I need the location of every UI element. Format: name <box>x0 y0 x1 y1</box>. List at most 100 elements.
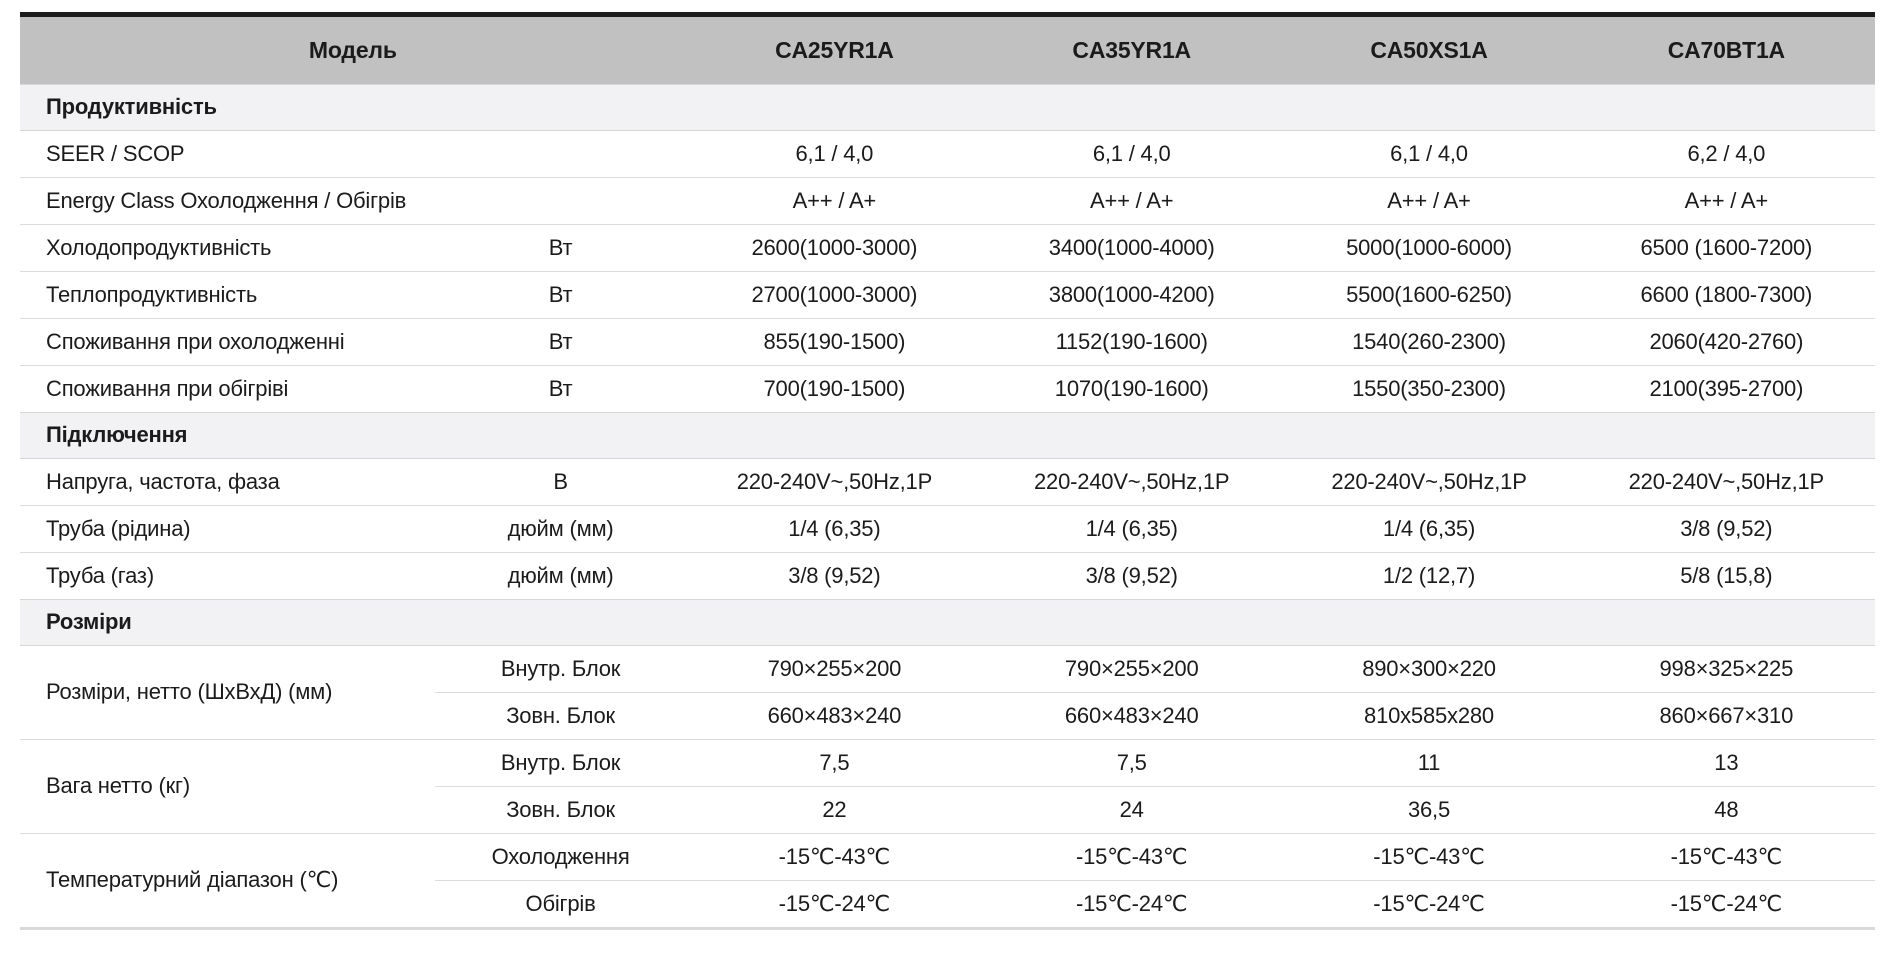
value-cell: -15℃-24℃ <box>685 879 984 927</box>
unit-cell: дюйм (мм) <box>435 551 686 599</box>
table-row: Вага нетто (кг) Внутр. Блок 7,5 7,5 11 1… <box>20 738 1875 833</box>
table-row: Розміри, нетто (ШхВхД) (мм) Внутр. Блок … <box>20 645 1875 705</box>
value-cell: 1/4 (6,35) <box>983 504 1281 552</box>
value-cell: 2700(1000-3000) <box>685 270 984 318</box>
subrow-label: Охолодження <box>435 832 686 880</box>
value-cell: 220-240V~,50Hz,1P <box>1034 468 1230 494</box>
value-cell: -15℃-43℃ <box>1280 832 1578 880</box>
table-row: Температурний діапазон (℃) Охолодження -… <box>20 832 1875 927</box>
value-cell: 1550(350-2300) <box>1280 364 1578 412</box>
value-cell: 1/2 (12,7) <box>1280 551 1578 599</box>
table-row: Напруга, частота, фаза В 220-240V~,50Hz,… <box>20 458 1875 505</box>
model-header: CA50XS1A <box>1280 17 1578 84</box>
model-header: CA70BT1A <box>1577 17 1875 84</box>
subrow-label: Зовн. Блок <box>435 785 686 833</box>
value-cell: 5500(1600-6250) <box>1280 270 1578 318</box>
value-cell: 790×255×200 <box>767 655 902 681</box>
value-cell: 5/8 (15,8) <box>1577 551 1875 599</box>
value-cell: A++ / A+ <box>1577 176 1875 224</box>
row-label: Розміри, нетто (ШхВхД) (мм) <box>46 679 333 704</box>
value-cell: 11 <box>1280 738 1578 786</box>
section-title: Продуктивність <box>20 83 1875 131</box>
value-cell: 6600 (1800-7300) <box>1577 270 1875 318</box>
value-cell: 3/8 (9,52) <box>1577 504 1875 552</box>
table-bottom-border <box>20 927 1875 930</box>
value-cell: A++ / A+ <box>685 176 984 224</box>
unit-cell: дюйм (мм) <box>435 504 686 552</box>
row-label: Вага нетто (кг) <box>20 738 436 833</box>
value-cell: A++ / A+ <box>1280 176 1578 224</box>
section-title: Підключення <box>20 411 1875 459</box>
value-cell: 6500 (1600-7200) <box>1577 223 1875 271</box>
subrow-label: Обігрів <box>435 879 686 927</box>
row-label: SEER / SCOP <box>46 140 185 166</box>
table-row: Труба (рідина) дюйм (мм) 1/4 (6,35) 1/4 … <box>20 504 1875 552</box>
table-row: Холодопродуктивність Вт 2600(1000-3000) … <box>20 223 1875 271</box>
value-cell: 36,5 <box>1280 785 1578 833</box>
value-cell: 6,1 / 4,0 <box>1390 140 1468 166</box>
value-cell: 890×300×220 <box>1362 655 1496 681</box>
row-label: Споживання при обігріві <box>20 364 436 412</box>
row-label: Теплопродуктивність <box>20 270 436 318</box>
value-cell: 1070(190-1600) <box>983 364 1281 412</box>
unit-cell <box>435 176 686 224</box>
value-cell: 13 <box>1577 738 1875 786</box>
value-cell: 810x585x280 <box>1280 691 1578 739</box>
model-column-header: Модель <box>20 17 686 84</box>
value-cell: 6,1 / 4,0 <box>795 140 874 166</box>
table-row: Споживання при обігріві Вт 700(190-1500)… <box>20 364 1875 412</box>
value-cell: 22 <box>685 785 984 833</box>
value-cell: 3400(1000-4000) <box>983 223 1281 271</box>
table-row: Зовн. Блок 22 24 36,5 48 <box>20 785 1875 833</box>
table-row: Труба (газ) дюйм (мм) 3/8 (9,52) 3/8 (9,… <box>20 551 1875 599</box>
value-cell: 860×667×310 <box>1577 691 1875 739</box>
spec-table-container: Модель CA25YR1A CA35YR1A CA50XS1A CA70BT… <box>20 12 1875 930</box>
subrow-label: Внутр. Блок <box>435 738 686 786</box>
value-cell: 998×325×225 <box>1659 655 1794 681</box>
section-row-connection: Підключення <box>20 411 1875 459</box>
value-cell: -15℃-24℃ <box>1280 879 1578 927</box>
subrow-label: Зовн. Блок <box>435 691 686 739</box>
table-header-row: Модель CA25YR1A CA35YR1A CA50XS1A CA70BT… <box>20 17 1875 84</box>
value-cell: 1/4 (6,35) <box>1280 504 1578 552</box>
value-cell: 5000(1000-6000) <box>1280 223 1578 271</box>
unit-cell <box>435 130 685 177</box>
row-label: Energy Class Охолодження / Обігрів <box>20 176 436 224</box>
value-cell: 3/8 (9,52) <box>983 551 1281 599</box>
value-cell: -15℃-24℃ <box>1577 879 1875 927</box>
value-cell: -15℃-43℃ <box>1577 832 1875 880</box>
table-row: Споживання при охолодженні Вт 855(190-15… <box>20 317 1875 365</box>
row-label: Труба (газ) <box>20 551 436 599</box>
value-cell: 1/4 (6,35) <box>685 504 984 552</box>
section-title: Розміри <box>20 598 1875 646</box>
row-label: Споживання при охолодженні <box>20 317 436 365</box>
model-header: CA25YR1A <box>685 17 984 84</box>
value-cell: 7,5 <box>983 738 1281 786</box>
unit-cell: Вт <box>435 223 686 271</box>
value-cell: 2060(420-2760) <box>1577 317 1875 365</box>
unit-cell: Вт <box>435 270 686 318</box>
table-row: Energy Class Охолодження / Обігрів A++ /… <box>20 176 1875 224</box>
value-cell: -15℃-43℃ <box>983 832 1281 880</box>
table-row: Теплопродуктивність Вт 2700(1000-3000) 3… <box>20 270 1875 318</box>
value-cell: 1540(260-2300) <box>1280 317 1578 365</box>
row-label: Холодопродуктивність <box>20 223 436 271</box>
value-cell: 6,2 / 4,0 <box>1687 140 1766 166</box>
value-cell: A++ / A+ <box>983 176 1281 224</box>
table-top-border <box>20 12 1875 17</box>
value-cell: 700(190-1500) <box>685 364 984 412</box>
value-cell: 24 <box>983 785 1281 833</box>
value-cell: 7,5 <box>685 738 984 786</box>
value-cell: 220-240V~,50Hz,1P <box>1628 468 1825 494</box>
value-cell: 3/8 (9,52) <box>685 551 984 599</box>
value-cell: 790×255×200 <box>1064 655 1199 681</box>
row-label: Температурний діапазон (℃) <box>20 832 436 927</box>
unit-cell: Вт <box>435 364 686 412</box>
value-cell: 855(190-1500) <box>685 317 984 365</box>
table-row: SEER / SCOP 6,1 / 4,0 6,1 / 4,0 6,1 / 4,… <box>20 130 1875 177</box>
unit-cell: Вт <box>435 317 686 365</box>
value-cell: 48 <box>1577 785 1875 833</box>
value-cell: 220-240V~,50Hz,1P <box>736 468 933 494</box>
value-cell: 1152(190-1600) <box>983 317 1281 365</box>
table-row: Обігрів -15℃-24℃ -15℃-24℃ -15℃-24℃ -15℃-… <box>20 879 1875 927</box>
